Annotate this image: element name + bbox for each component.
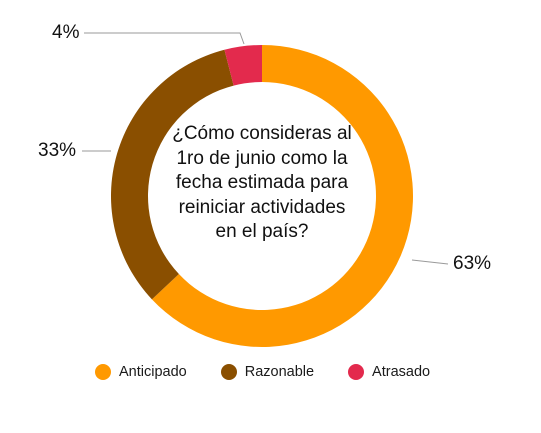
label-anticipado: 63% — [453, 253, 492, 274]
legend-item-anticipado: Anticipado — [95, 364, 187, 380]
legend-item-razonable: Razonable — [220, 364, 315, 380]
legend-swatch-anticipado — [95, 364, 111, 380]
legend-label-atrasado: Atrasado — [372, 364, 431, 380]
legend-item-atrasado: Atrasado — [348, 364, 430, 380]
slice-anticipado — [151, 45, 414, 347]
leader-atrasado — [84, 32, 245, 45]
legend-label-razonable: Razonable — [244, 364, 315, 380]
legend-swatch-razonable — [220, 364, 237, 380]
legend-label-anticipado: Anticipado — [119, 364, 187, 380]
slice-atrasado — [224, 45, 262, 86]
legend: Anticipado Razonable Atrasado — [95, 364, 430, 380]
slice-razonable — [111, 49, 234, 300]
center-question: ¿Cómo consideras al 1ro de junio como la… — [172, 123, 352, 242]
label-razonable: 33% — [38, 140, 77, 161]
leader-anticipado — [411, 259, 449, 265]
legend-swatch-atrasado — [348, 364, 365, 380]
label-atrasado: 4% — [52, 22, 80, 43]
